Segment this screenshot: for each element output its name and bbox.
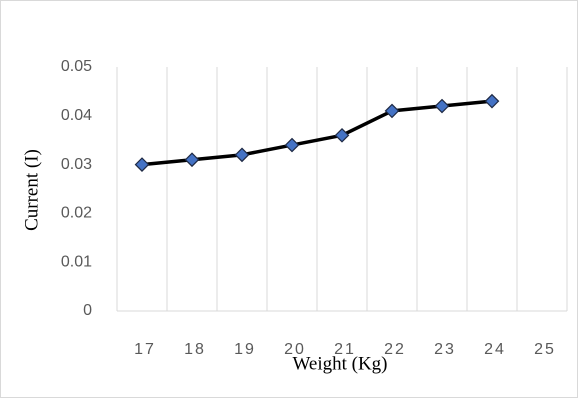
marker (484, 93, 500, 109)
x-tick-label: 25 (534, 341, 556, 358)
marker (184, 152, 200, 168)
x-tick-label: 17 (134, 341, 156, 358)
x-tick-label: 23 (434, 341, 456, 358)
x-tick-label: 21 (334, 341, 356, 358)
marker (434, 98, 450, 114)
marker (334, 127, 350, 143)
y-axis-title: Current (I) (21, 149, 42, 231)
y-tick-label: 0.05 (61, 58, 92, 75)
y-tick-label: 0.02 (61, 205, 92, 222)
x-tick-label: 20 (284, 341, 306, 358)
marker (284, 137, 300, 153)
marker (134, 157, 150, 172)
y-tick-label: 0.04 (61, 107, 92, 124)
y-tick-label: 0.01 (61, 253, 92, 270)
x-tick-label: 18 (184, 341, 206, 358)
y-tick-label: 0 (83, 302, 92, 319)
marker (384, 103, 400, 119)
marker (234, 147, 250, 163)
line (141, 99, 493, 167)
x-axis-title: Weight (Kg) (292, 353, 387, 374)
x-tick-label: 19 (234, 341, 256, 358)
x-tick-label: 22 (384, 341, 406, 358)
y-tick-label: 0.03 (61, 156, 92, 173)
x-tick-label: 24 (484, 341, 506, 358)
